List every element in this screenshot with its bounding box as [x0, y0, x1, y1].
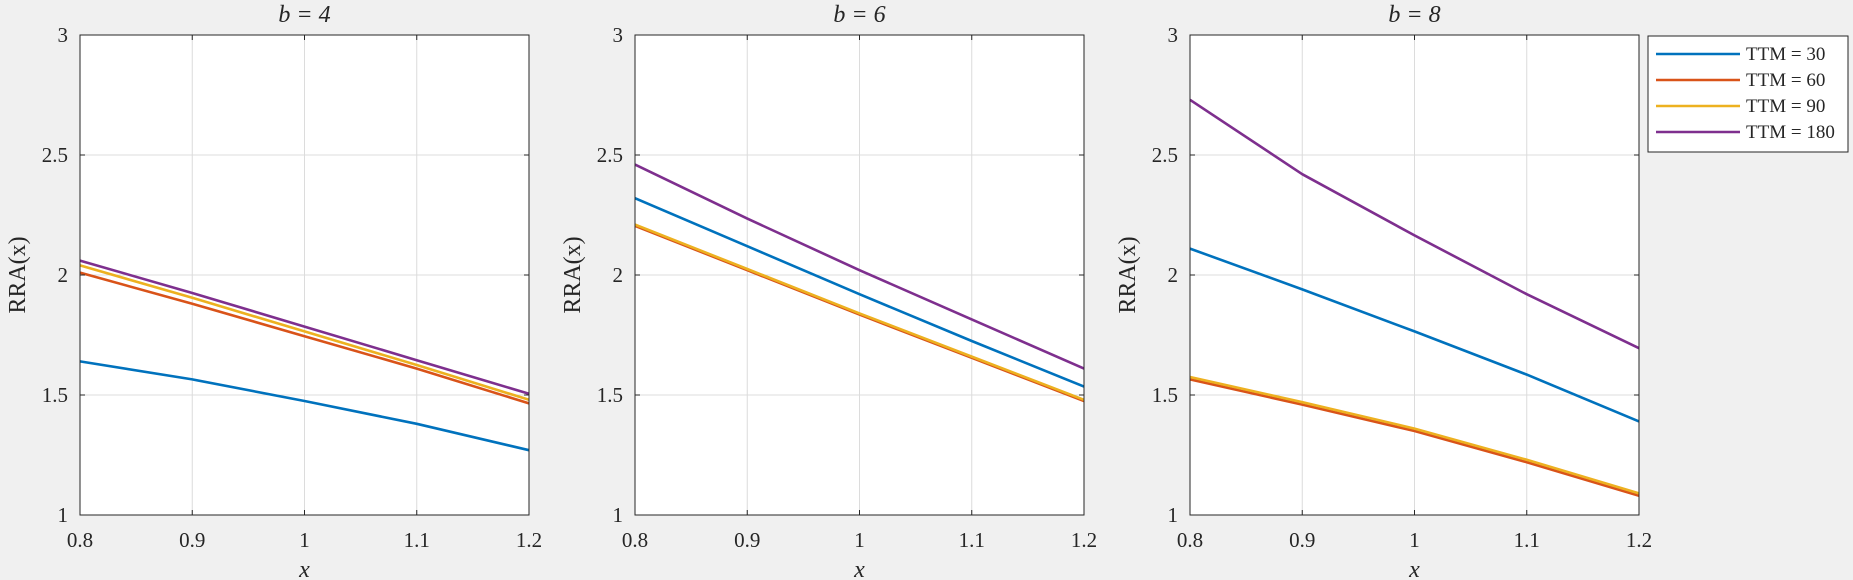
series-line-ttm-30 — [79, 360, 530, 452]
y-tick-label: 1 — [613, 503, 624, 527]
x-tick-label: 1 — [1409, 528, 1420, 552]
legend-entry: TTM = 30 — [1656, 44, 1825, 65]
x-axis-label: x — [1408, 557, 1420, 580]
x-tick-label: 1.1 — [1514, 528, 1540, 552]
x-tick-label: 0.9 — [734, 528, 760, 552]
legend-label: TTM = 180 — [1746, 122, 1835, 143]
series-line-ttm-90 — [79, 264, 530, 402]
y-tick-label: 2.5 — [42, 143, 68, 167]
y-tick-label: 1 — [1168, 503, 1179, 527]
legend-label: TTM = 30 — [1746, 44, 1825, 65]
x-tick-label: 0.9 — [179, 528, 205, 552]
y-tick-label: 2 — [1168, 263, 1179, 287]
y-axis-label: RRA(x) — [5, 236, 31, 313]
y-tick-label: 2 — [58, 263, 69, 287]
series-line-ttm-30 — [634, 197, 1085, 388]
series-line-ttm-30 — [1189, 247, 1640, 423]
series-line-ttm-60 — [79, 271, 530, 405]
y-tick-label: 2.5 — [1152, 143, 1178, 167]
x-tick-label: 1.1 — [959, 528, 985, 552]
subplots: 0.8 0.9 1 1.1 1.2 1 1.5 2 2.5 3 b = 4 x RRA(x) 0.8 0.9… — [5, 2, 1652, 580]
y-tick-label: 2 — [613, 263, 624, 287]
legend-entry: TTM = 180 — [1656, 122, 1835, 143]
x-axis-label: x — [298, 557, 310, 580]
subplot-3: 0.8 0.9 1 1.1 1.2 1 1.5 2 2.5 3 b = 8 x RRA(x) — [1115, 2, 1652, 580]
legend-entry: TTM = 60 — [1656, 70, 1825, 91]
series-line-ttm-180 — [79, 259, 530, 396]
legend-label: TTM = 90 — [1746, 96, 1825, 117]
x-tick-label: 0.8 — [622, 528, 648, 552]
subplot-title: b = 8 — [1388, 2, 1440, 28]
y-tick-label: 3 — [613, 23, 624, 47]
legend-entry: TTM = 90 — [1656, 96, 1825, 117]
x-tick-label: 1.2 — [1071, 528, 1097, 552]
y-tick-label: 1.5 — [597, 383, 623, 407]
subplot-title: b = 6 — [833, 2, 885, 28]
x-tick-label: 1.1 — [404, 528, 430, 552]
series-line-ttm-90 — [1189, 375, 1640, 495]
subplot-title: b = 4 — [278, 2, 330, 28]
x-tick-label: 1.2 — [516, 528, 542, 552]
series-line-ttm-180 — [1189, 98, 1640, 350]
x-tick-label: 1 — [299, 528, 310, 552]
y-axis-label: RRA(x) — [560, 236, 586, 313]
legend: TTM = 30 TTM = 60 TTM = 90 TTM = 180 — [1647, 35, 1849, 153]
y-tick-label: 3 — [58, 23, 69, 47]
legend-label: TTM = 60 — [1746, 70, 1825, 91]
y-axis-label: RRA(x) — [1115, 236, 1141, 313]
x-axis-label: x — [853, 557, 865, 580]
y-tick-label: 2.5 — [597, 143, 623, 167]
series-line-ttm-180 — [634, 163, 1085, 370]
x-tick-label: 1 — [854, 528, 865, 552]
y-tick-label: 1.5 — [1152, 383, 1178, 407]
x-tick-label: 0.9 — [1289, 528, 1315, 552]
y-tick-label: 1.5 — [42, 383, 68, 407]
series-line-ttm-60 — [1189, 378, 1640, 498]
x-tick-label: 0.8 — [67, 528, 93, 552]
y-tick-label: 3 — [1168, 23, 1179, 47]
series-line-ttm-90 — [634, 223, 1085, 402]
x-tick-label: 1.2 — [1626, 528, 1652, 552]
subplot-1: 0.8 0.9 1 1.1 1.2 1 1.5 2 2.5 3 b = 4 x RRA(x) — [5, 2, 542, 580]
x-tick-label: 0.8 — [1177, 528, 1203, 552]
y-tick-label: 1 — [58, 503, 69, 527]
subplot-2: 0.8 0.9 1 1.1 1.2 1 1.5 2 2.5 3 b = 6 x RRA(x) — [560, 2, 1097, 580]
